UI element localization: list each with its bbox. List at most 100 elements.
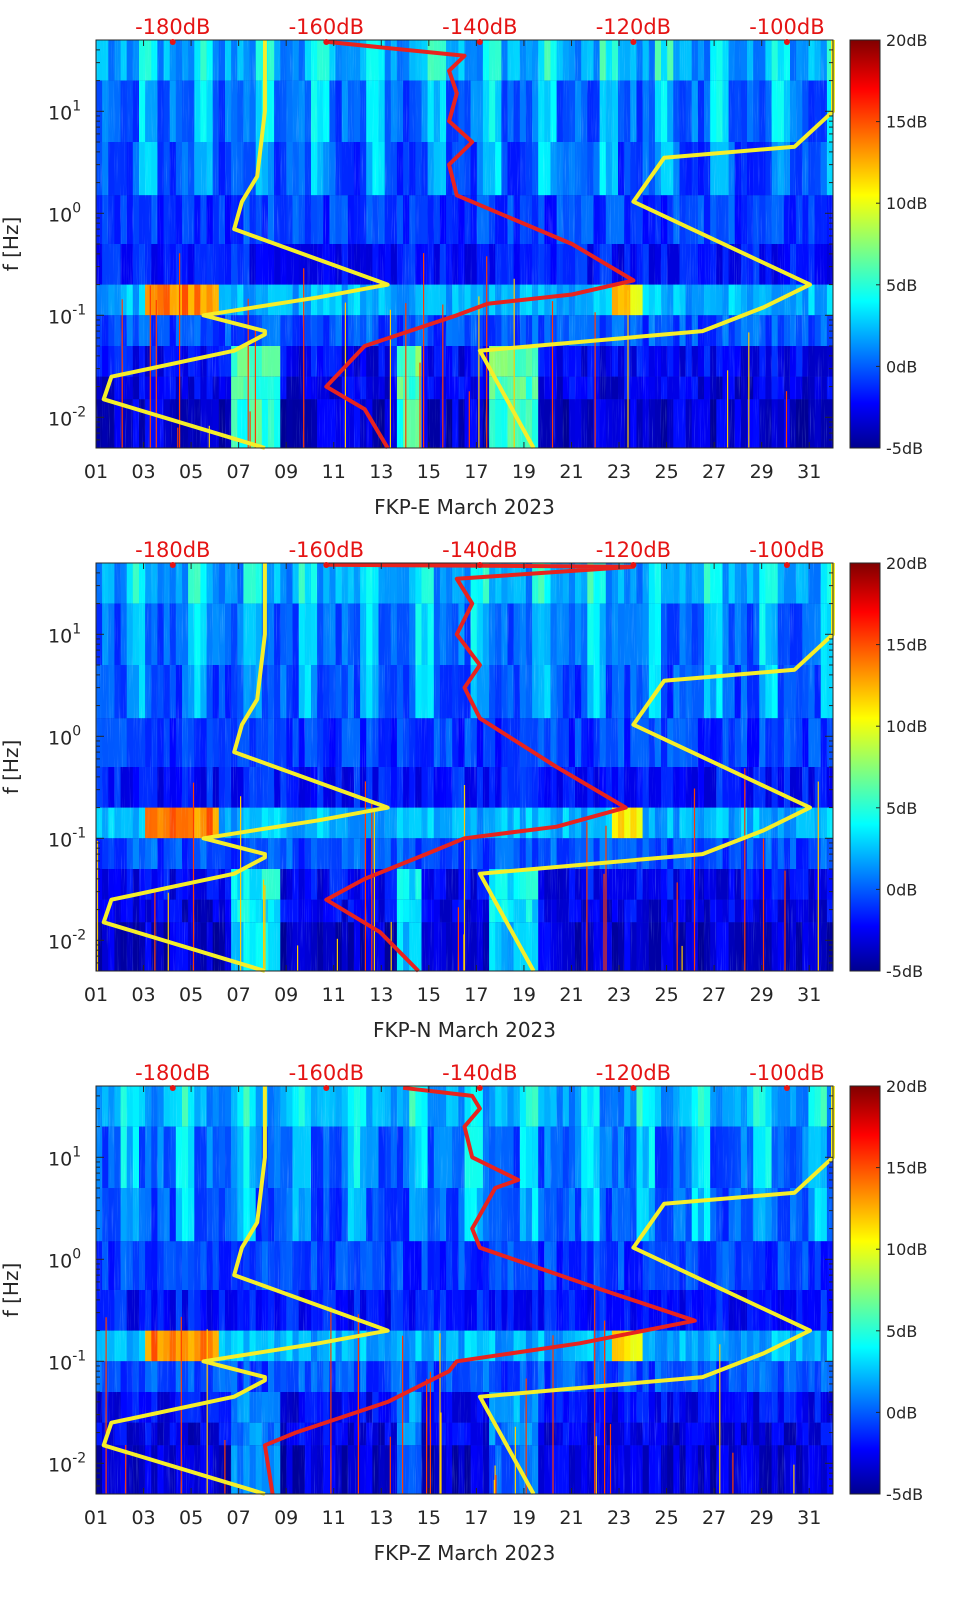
x-tick-label: 07 [227, 984, 251, 1006]
x-tick-label: 09 [274, 1507, 298, 1529]
top-db-label: -100dB [749, 15, 824, 39]
y-tick-base: 10 [48, 931, 72, 953]
y-tick-label: 10-2 [48, 1450, 86, 1476]
y-tick-label: 10-2 [48, 404, 86, 430]
top-db-tick [783, 39, 790, 45]
y-tick-base: 10 [48, 1352, 72, 1374]
y-tick-base: 10 [48, 829, 72, 851]
y-tick-exponent: 1 [72, 621, 81, 637]
spectrogram [96, 563, 834, 971]
spectrogram [96, 40, 834, 448]
x-tick-label: 01 [84, 461, 108, 483]
y-tick-label: 10-1 [48, 1348, 86, 1374]
x-tick-label: 29 [750, 984, 774, 1006]
x-tick-label: 23 [607, 1507, 631, 1529]
y-tick-base: 10 [48, 1148, 72, 1170]
x-tick-label: 11 [322, 461, 346, 483]
colorbar-label: 5dB [886, 276, 917, 295]
y-tick-exponent: 1 [72, 1144, 81, 1160]
y-tick-label: 10-1 [48, 302, 86, 328]
spectrogram-texture [96, 40, 833, 448]
x-tick-label: 09 [274, 461, 298, 483]
top-db-label: -120dB [596, 1061, 671, 1085]
y-tick-label: 100 [48, 1246, 81, 1272]
top-db-label: -180dB [135, 538, 210, 562]
x-tick-label: 13 [369, 461, 393, 483]
top-db-tick [783, 562, 790, 568]
y-tick-label: 101 [48, 98, 81, 124]
x-tick-label: 25 [654, 461, 678, 483]
top-db-tick [323, 39, 330, 45]
top-db-tick [630, 1085, 637, 1091]
colorbar-label: 5dB [886, 799, 917, 818]
colorbar-label: 0dB [886, 880, 917, 899]
x-tick-label: 25 [654, 1507, 678, 1529]
y-axis-title: f [Hz] [0, 217, 23, 272]
colorbar-label: -5dB [886, 962, 923, 981]
top-db-label: -100dB [749, 538, 824, 562]
y-tick-exponent: 0 [72, 1246, 81, 1262]
top-db-tick [476, 1085, 483, 1091]
y-tick-exponent: 0 [72, 200, 81, 216]
x-tick-label: 19 [512, 984, 536, 1006]
top-db-label: -180dB [135, 15, 210, 39]
x-tick-label: 07 [227, 461, 251, 483]
x-tick-label: 03 [131, 1507, 155, 1529]
x-tick-label: 13 [369, 984, 393, 1006]
nlnm-curve [101, 40, 390, 450]
top-db-tick [323, 562, 330, 568]
colorbar-label: 10dB [886, 717, 928, 736]
y-tick-base: 10 [48, 727, 72, 749]
y-tick-label: 100 [48, 200, 81, 226]
colorbar-label: 10dB [886, 1240, 928, 1259]
station-psd-curve [324, 39, 636, 450]
y-tick-exponent: 0 [72, 723, 81, 739]
x-tick-label: 15 [417, 984, 441, 1006]
y-axis-title: f [Hz] [0, 740, 23, 795]
y-tick-base: 10 [48, 102, 72, 124]
top-db-tick [169, 562, 176, 568]
top-db-tick [169, 39, 176, 45]
spectrogram-texture [96, 1086, 833, 1494]
top-db-label: -100dB [749, 1061, 824, 1085]
top-db-label: -120dB [596, 538, 671, 562]
nlnm-curve [101, 1086, 390, 1496]
y-tick-label: 100 [48, 723, 81, 749]
x-axis-title: FKP-N March 2023 [373, 1018, 556, 1042]
y-tick-label: 10-1 [48, 825, 86, 851]
nhnm-curve [477, 40, 835, 449]
x-tick-label: 15 [417, 1507, 441, 1529]
y-tick-base: 10 [48, 1250, 72, 1272]
x-axis-title: FKP-E March 2023 [374, 495, 555, 519]
x-tick-label: 27 [702, 461, 726, 483]
nhnm-curve [477, 1086, 835, 1495]
top-db-label: -180dB [135, 1061, 210, 1085]
x-tick-label: 17 [464, 984, 488, 1006]
x-tick-label: 31 [797, 1507, 821, 1529]
x-tick-label: 29 [750, 461, 774, 483]
colorbar-label: 15dB [886, 1159, 928, 1178]
x-tick-label: 05 [179, 461, 203, 483]
x-tick-label: 01 [84, 1507, 108, 1529]
x-tick-label: 23 [607, 984, 631, 1006]
y-tick-label: 101 [48, 1144, 81, 1170]
colorbar-label: 15dB [886, 636, 928, 655]
colorbar-label: 15dB [886, 113, 928, 132]
x-tick-label: 17 [464, 1507, 488, 1529]
y-tick-base: 10 [48, 306, 72, 328]
colorbar-label: 20dB [886, 1077, 928, 1096]
y-tick-exponent: -1 [72, 825, 86, 841]
top-db-label: -160dB [289, 15, 364, 39]
top-db-tick [323, 1085, 330, 1091]
top-db-tick [476, 562, 483, 568]
y-tick-base: 10 [48, 204, 72, 226]
top-db-label: -140dB [442, 538, 517, 562]
x-tick-label: 17 [464, 461, 488, 483]
x-tick-label: 15 [417, 461, 441, 483]
y-tick-exponent: 1 [72, 98, 81, 114]
x-tick-label: 03 [131, 461, 155, 483]
x-tick-label: 27 [702, 1507, 726, 1529]
